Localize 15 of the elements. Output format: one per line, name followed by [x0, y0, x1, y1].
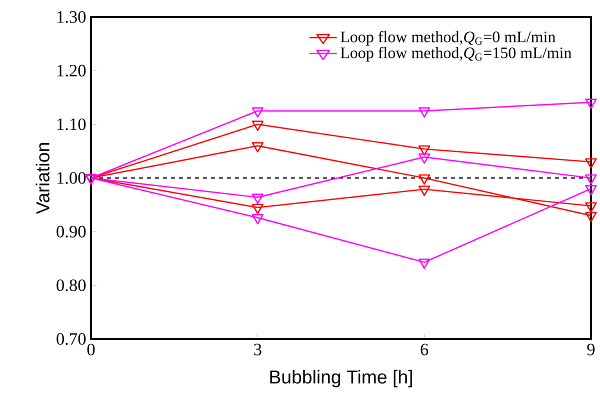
- legend-label: Loop flow method,Q$_{G}$=0 mL/min: [340, 30, 556, 46]
- y-tick-label: 1.30: [57, 11, 86, 23]
- y-tick-label: 1.10: [57, 118, 86, 130]
- x-tick-label: 9: [587, 344, 595, 356]
- y-tick-label: 1.00: [57, 172, 86, 184]
- x-tick-label: 3: [254, 344, 262, 356]
- y-axis-title: Variation: [36, 143, 50, 214]
- y-tick-label: 0.70: [56, 333, 86, 345]
- x-tick-label: 6: [420, 344, 428, 356]
- y-tick-label: 0.80: [56, 279, 86, 292]
- x-axis-title: Bubbling Time [h]: [270, 370, 412, 388]
- legend-label: Loop flow method,Q$_{G}$=150 mL/min: [340, 46, 572, 62]
- y-tick-label: 1.20: [57, 64, 86, 77]
- x-tick-label: 0: [87, 344, 95, 356]
- y-tick-label: 0.90: [56, 226, 86, 238]
